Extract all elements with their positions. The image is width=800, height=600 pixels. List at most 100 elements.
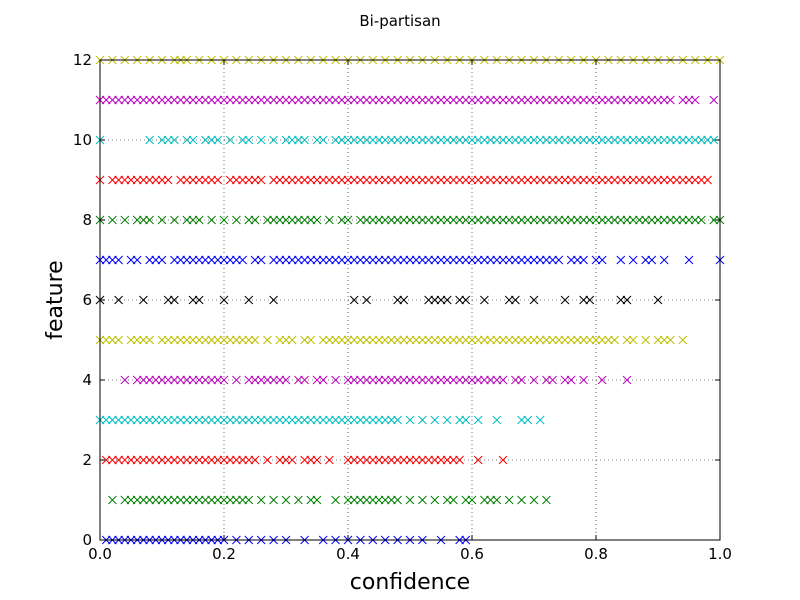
data-point: [405, 415, 415, 425]
data-point: [176, 415, 185, 425]
data-point: [250, 415, 260, 425]
data-point: [641, 95, 650, 105]
data-point: [120, 95, 130, 105]
data-point: [349, 295, 359, 305]
data-point: [219, 295, 229, 305]
data-point: [170, 375, 179, 385]
data-point: [610, 335, 619, 345]
data-point: [356, 415, 365, 425]
data-point: [356, 175, 365, 185]
data-point: [418, 215, 427, 225]
data-point: [449, 495, 458, 505]
data-point: [473, 175, 483, 185]
data-point: [306, 215, 316, 225]
data-point: [170, 135, 179, 145]
data-point: [393, 175, 402, 185]
data-point: [480, 495, 489, 505]
data-point: [312, 135, 322, 145]
data-point: [486, 95, 495, 105]
data-point: [399, 95, 409, 105]
data-point: [238, 495, 247, 505]
data-point: [548, 95, 557, 105]
data-point: [622, 215, 632, 225]
data-point: [560, 295, 570, 305]
data-point: [430, 215, 440, 225]
data-point: [287, 215, 297, 225]
data-point: [560, 95, 570, 105]
data-point: [275, 415, 285, 425]
data-point: [207, 415, 216, 425]
data-point: [275, 255, 285, 265]
data-point: [368, 255, 378, 265]
data-point: [480, 295, 489, 305]
data-point: [294, 375, 303, 385]
data-point: [579, 215, 588, 225]
series-feature-6: [95, 295, 663, 305]
data-point: [504, 215, 514, 225]
data-point: [225, 335, 235, 345]
data-point: [368, 215, 378, 225]
data-point: [393, 255, 402, 265]
data-point: [312, 375, 322, 385]
data-point: [151, 95, 161, 105]
axis-ticks: 0.0 0.2 0.4 0.6 0.8 1.0 0 2 4 6 8 10 12: [73, 51, 732, 563]
data-point: [511, 175, 520, 185]
data-point: [232, 335, 241, 345]
data-point: [678, 175, 688, 185]
data-point: [399, 215, 409, 225]
data-point: [442, 255, 452, 265]
data-point: [628, 175, 638, 185]
data-point: [238, 335, 247, 345]
data-point: [517, 215, 526, 225]
data-point: [213, 415, 223, 425]
data-point: [393, 215, 402, 225]
data-point: [170, 95, 179, 105]
data-point: [591, 215, 601, 225]
data-point: [182, 495, 192, 505]
data-point: [337, 215, 347, 225]
data-point: [641, 215, 650, 225]
series-feature-5: [95, 335, 688, 345]
data-point: [647, 215, 657, 225]
data-point: [194, 295, 204, 305]
data-point: [207, 135, 216, 145]
data-point: [244, 495, 254, 505]
data-point: [616, 95, 626, 105]
data-point: [356, 495, 365, 505]
data-point: [374, 135, 384, 145]
data-point: [256, 375, 266, 385]
data-point: [120, 415, 130, 425]
data-point: [498, 95, 508, 105]
data-point: [387, 455, 396, 465]
data-point: [201, 175, 210, 185]
data-point: [356, 255, 365, 265]
data-point: [573, 255, 582, 265]
data-point: [145, 135, 154, 145]
data-point: [225, 455, 235, 465]
data-point: [678, 215, 688, 225]
data-point: [604, 95, 613, 105]
data-point: [498, 335, 508, 345]
data-point: [269, 215, 278, 225]
data-point: [418, 455, 427, 465]
data-point: [170, 215, 179, 225]
data-point: [213, 255, 223, 265]
data-point: [405, 135, 415, 145]
data-point: [306, 415, 316, 425]
data-point: [281, 175, 291, 185]
data-point: [306, 255, 316, 265]
data-point: [151, 175, 161, 185]
data-point: [622, 175, 632, 185]
data-point: [120, 215, 130, 225]
data-point: [709, 135, 719, 145]
data-point: [188, 175, 198, 185]
data-point: [281, 495, 291, 505]
y-tick-label: 10: [73, 131, 92, 149]
data-point: [467, 375, 477, 385]
data-point: [349, 135, 359, 145]
data-point: [405, 455, 415, 465]
data-point: [616, 135, 626, 145]
data-point: [461, 95, 471, 105]
data-point: [182, 455, 192, 465]
